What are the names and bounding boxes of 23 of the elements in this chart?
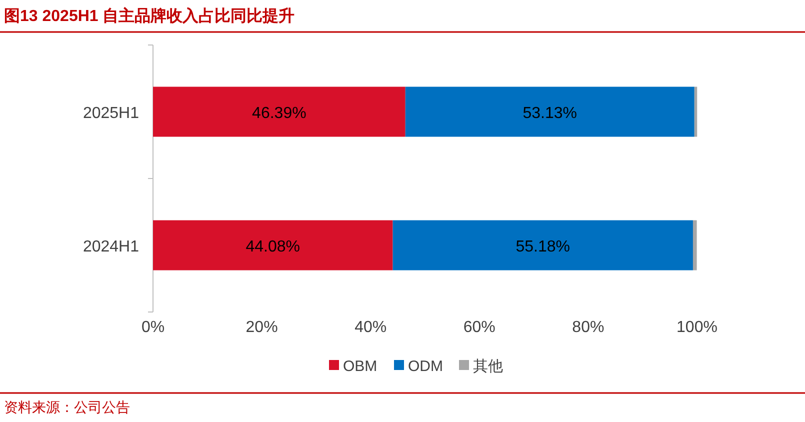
x-tick-label: 20% [246, 319, 278, 336]
legend-label: OBM [343, 358, 378, 375]
x-tick-label: 80% [572, 319, 604, 336]
x-tick-label: 40% [354, 319, 387, 336]
text: 资料来源：公司公告 [4, 399, 130, 415]
bar [153, 220, 393, 270]
x-tick-label: 100% [676, 319, 718, 336]
data-label: 46.39% [252, 104, 306, 122]
legend-label: ODM [408, 358, 443, 375]
chart-title: 图13 2025H1 自主品牌收入占比同比提升 [4, 6, 295, 25]
x-tick-label: 0% [141, 319, 165, 336]
data-label: 53.13% [522, 104, 578, 122]
bar [153, 86, 406, 137]
data-label: 55.18% [516, 238, 570, 256]
bar [392, 220, 693, 270]
x-tick-label: 60% [463, 319, 496, 336]
legend-label: 其他 [473, 358, 503, 375]
y-tick-label: 2025H1 [82, 104, 140, 122]
bar [694, 86, 698, 137]
data-label: 44.08% [246, 238, 300, 256]
bar [692, 220, 697, 270]
bar [405, 86, 694, 137]
y-tick-label: 2024H1 [82, 238, 140, 256]
